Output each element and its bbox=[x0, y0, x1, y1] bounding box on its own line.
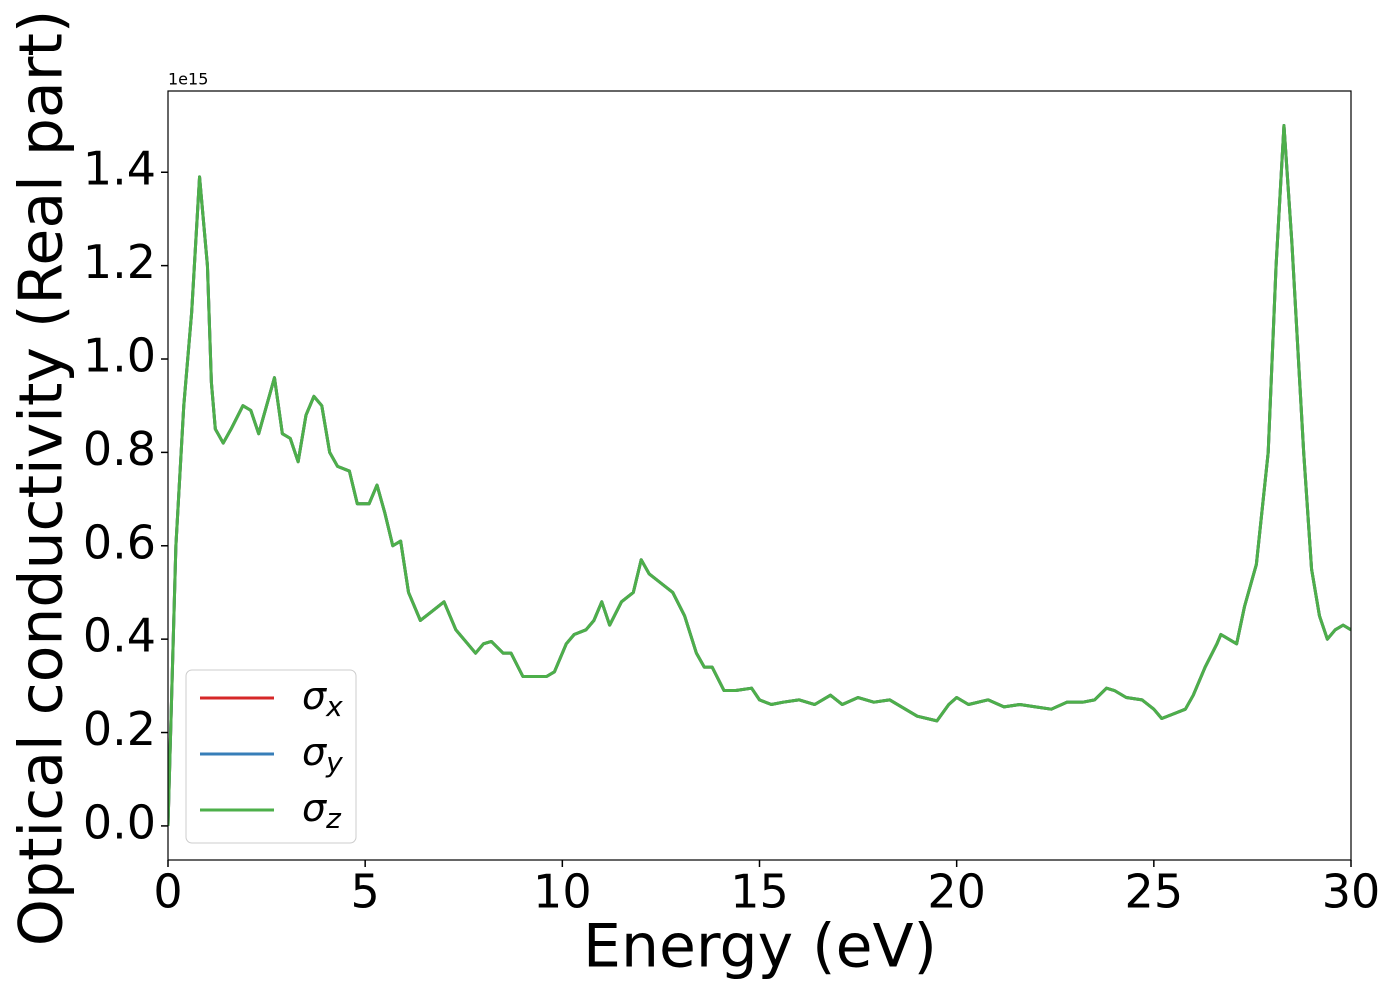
x-tick-label: 5 bbox=[351, 865, 380, 919]
y-tick-label: 0.8 bbox=[83, 422, 156, 476]
x-tick-label: 15 bbox=[730, 865, 789, 919]
x-axis-label: Energy (eV) bbox=[583, 912, 937, 982]
legend-label: σx bbox=[302, 674, 343, 724]
y-tick-label: 1.2 bbox=[83, 235, 156, 289]
legend-label: σy bbox=[302, 730, 343, 780]
y-tick-label: 0.2 bbox=[83, 702, 156, 756]
y-tick-label: 1.4 bbox=[83, 142, 156, 196]
y-tick-label: 1.0 bbox=[83, 329, 156, 383]
x-tick-label: 10 bbox=[533, 865, 592, 919]
x-tick-label: 25 bbox=[1125, 865, 1184, 919]
x-tick-label: 30 bbox=[1322, 865, 1381, 919]
y-axis-label: Optical conductivity (Real part) bbox=[7, 10, 77, 947]
y-tick-label: 0.4 bbox=[83, 609, 156, 663]
y-tick-label: 0.6 bbox=[83, 515, 156, 569]
x-tick-label: 0 bbox=[153, 865, 182, 919]
plot-frame bbox=[167, 90, 1352, 861]
series-line bbox=[168, 124, 1351, 826]
legend-box bbox=[185, 669, 357, 844]
offset-label: 1e15 bbox=[168, 70, 208, 89]
legend-label: σz bbox=[302, 786, 342, 836]
x-tick-label: 20 bbox=[927, 865, 986, 919]
y-tick-label: 0.0 bbox=[83, 795, 156, 849]
